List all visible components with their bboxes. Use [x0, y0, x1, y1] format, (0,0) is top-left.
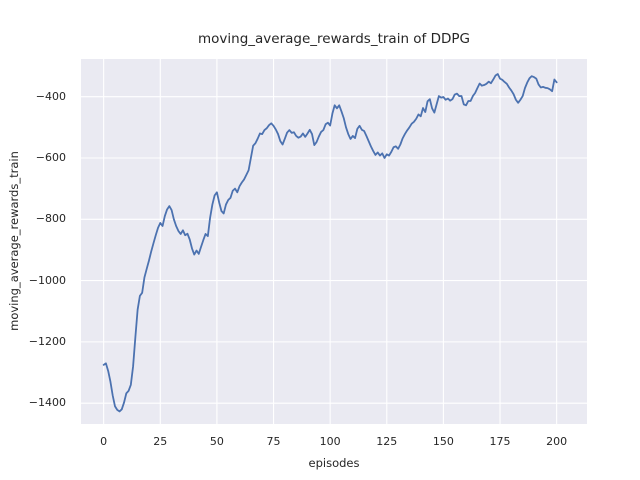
x-tick-label: 100: [319, 435, 341, 448]
ddpg-rewards-line: [102, 73, 558, 413]
x-tick-label: 75: [266, 435, 281, 448]
x-tick-label: 200: [546, 435, 568, 448]
axes-background: [81, 59, 587, 424]
x-tick-label: 150: [432, 435, 454, 448]
line-chart-svg: [81, 59, 587, 424]
x-tick-label: 50: [209, 435, 224, 448]
x-tick-label: 25: [153, 435, 168, 448]
plot-area: [81, 59, 587, 424]
y-tick-label: −1400: [28, 396, 66, 410]
x-tick-label: 0: [100, 435, 108, 448]
y-tick-label: −1200: [28, 334, 66, 348]
y-tick-label: −1000: [28, 273, 66, 287]
y-axis-label: moving_average_rewards_train: [7, 151, 21, 331]
y-tick-label: −400: [35, 89, 66, 103]
x-tick-label: 175: [489, 435, 511, 448]
chart-title: moving_average_rewards_train of DDPG: [198, 31, 470, 47]
y-tick-label: −800: [35, 212, 66, 226]
x-axis-label: episodes: [308, 456, 360, 470]
y-tick-label: −600: [35, 150, 66, 164]
x-tick-label: 125: [376, 435, 398, 448]
